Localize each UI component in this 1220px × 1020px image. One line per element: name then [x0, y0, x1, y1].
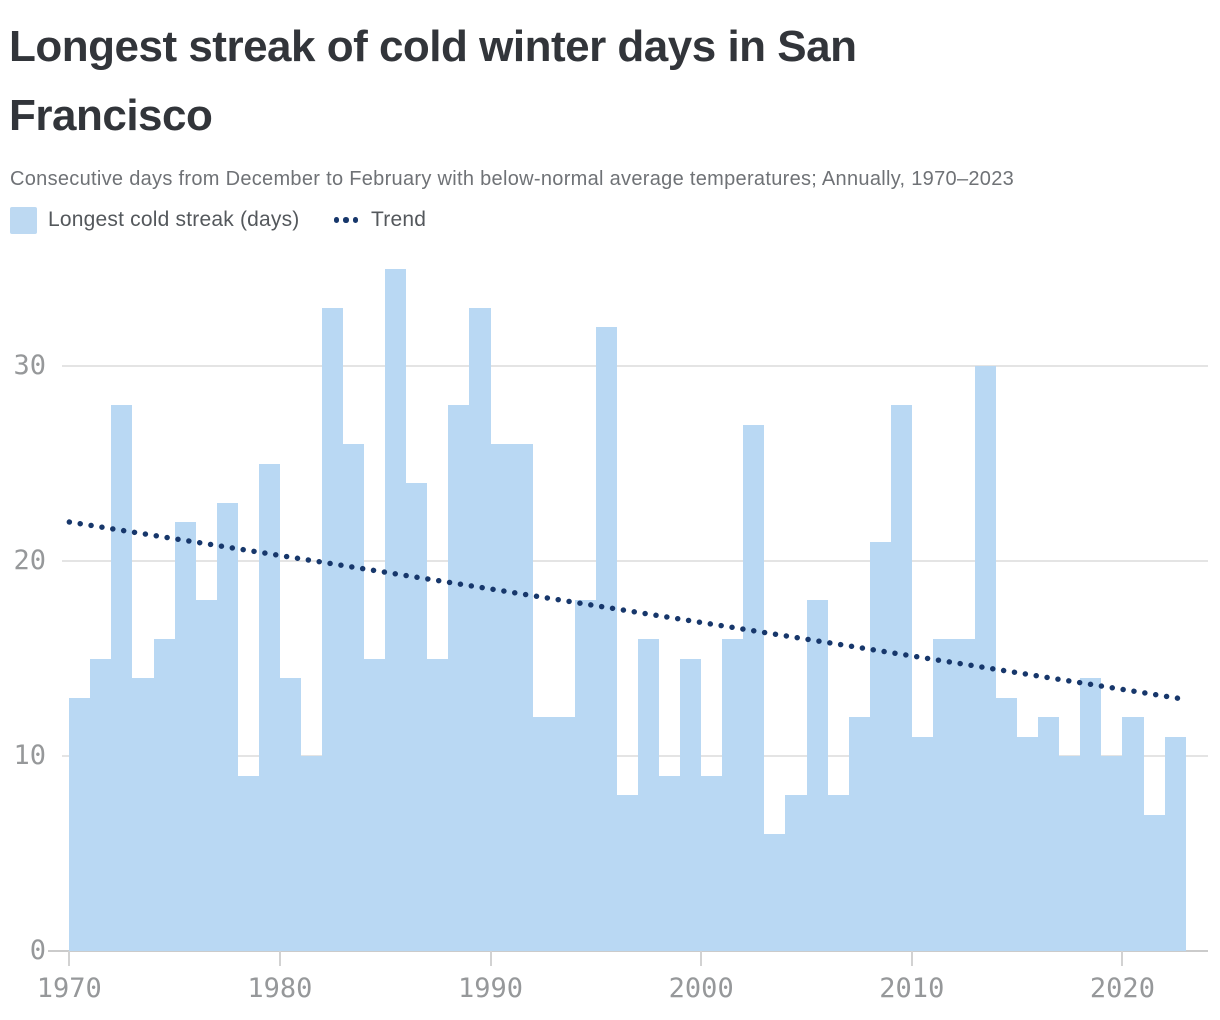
bar-1973: [132, 678, 154, 951]
bar-1991: [512, 444, 533, 951]
bar-2010: [912, 736, 933, 951]
bar-2021: [1144, 814, 1165, 951]
bar-1981: [301, 756, 322, 951]
page-title: Longest streak of cold winter days in Sa…: [9, 12, 1019, 150]
x-axis-label-2000: 2000: [668, 973, 734, 1004]
bar-2009: [891, 405, 912, 951]
y-axis-label-20: 20: [13, 545, 46, 576]
bar-2005: [807, 600, 828, 951]
x-axis-tick-1980: [278, 951, 281, 966]
x-axis-tick-2000: [700, 951, 703, 966]
y-axis-label-30: 30: [13, 350, 46, 381]
x-axis-label-2010: 2010: [879, 973, 945, 1004]
bar-2022: [1165, 736, 1186, 951]
trend-dot-icon: [352, 217, 358, 223]
bar-2000: [701, 775, 722, 951]
bar-1970: [69, 697, 90, 951]
bar-1977: [217, 502, 238, 951]
chart-subtitle: Consecutive days from December to Februa…: [10, 168, 1015, 190]
bar-1974: [154, 639, 175, 951]
bar-1990: [491, 444, 512, 951]
chart-legend: Longest cold streak (days) Trend: [10, 205, 426, 235]
trend-dot-icon: [343, 217, 349, 223]
bar-1999: [680, 658, 701, 951]
bar-2020: [1122, 717, 1144, 951]
bar-2011: [933, 639, 954, 951]
bar-2015: [1017, 736, 1038, 951]
bar-1993: [554, 717, 575, 951]
bar-2014: [996, 697, 1017, 951]
bar-1976: [196, 600, 217, 951]
bar-1971: [90, 658, 111, 951]
bar-1982: [322, 307, 343, 951]
bar-2016: [1038, 717, 1059, 951]
x-axis-label-1970: 1970: [36, 973, 102, 1004]
bar-2018: [1080, 678, 1101, 951]
bar-2017: [1059, 756, 1080, 951]
bar-2002: [743, 424, 764, 951]
bar-1975: [175, 522, 196, 951]
legend-trend-label: Trend: [371, 208, 427, 231]
bar-2012: [954, 639, 975, 951]
page-title-line2: Francisco: [9, 91, 213, 140]
x-axis-tick-2010: [910, 951, 913, 966]
bar-1997: [638, 639, 659, 951]
legend-swatch-cold-streak: [10, 206, 37, 234]
bar-1978: [238, 775, 259, 951]
x-axis-label-2020: 2020: [1089, 973, 1155, 1004]
bar-2008: [870, 541, 891, 951]
x-axis-tick-1990: [489, 951, 492, 966]
bar-1985: [385, 268, 406, 951]
bar-1992: [533, 717, 554, 951]
x-axis-label-1990: 1990: [458, 973, 524, 1004]
bar-2019: [1101, 756, 1122, 951]
bar-2003: [764, 834, 785, 951]
bar-2007: [849, 717, 870, 951]
bar-1983: [343, 444, 364, 951]
bar-1996: [617, 795, 638, 951]
bar-1994: [575, 600, 596, 951]
bar-2013: [975, 366, 996, 951]
bar-1986: [406, 483, 427, 951]
bar-2004: [785, 795, 807, 951]
legend-trend-dots-icon: [333, 207, 358, 234]
y-axis-label-0: 0: [29, 935, 46, 966]
bar-1972: [111, 405, 132, 951]
bar-1988: [448, 405, 469, 951]
gridline-y-30: [62, 365, 1208, 367]
bar-1984: [364, 658, 385, 951]
bar-2001: [722, 639, 743, 951]
bar-1979: [259, 463, 280, 951]
gridline-y-0: [48, 950, 1208, 952]
bar-1980: [280, 678, 301, 951]
bar-1987: [427, 658, 448, 951]
bar-2006: [828, 795, 849, 951]
legend-series-label: Longest cold streak (days): [48, 208, 300, 231]
trend-dot-icon: [333, 217, 339, 223]
y-axis-label-10: 10: [13, 740, 46, 771]
bar-1995: [596, 327, 617, 951]
plot-area: 0 10 20 30 1970 1980 1990 2000 2010 2020: [0, 240, 1220, 1020]
gridline-y-10: [62, 755, 1208, 757]
x-axis-label-1980: 1980: [247, 973, 313, 1004]
bar-1998: [659, 775, 680, 951]
x-axis-tick-1970: [68, 951, 71, 966]
page-title-line1: Longest streak of cold winter days in Sa…: [9, 22, 857, 71]
x-axis-tick-2020: [1121, 951, 1124, 966]
bar-1989: [469, 307, 491, 951]
